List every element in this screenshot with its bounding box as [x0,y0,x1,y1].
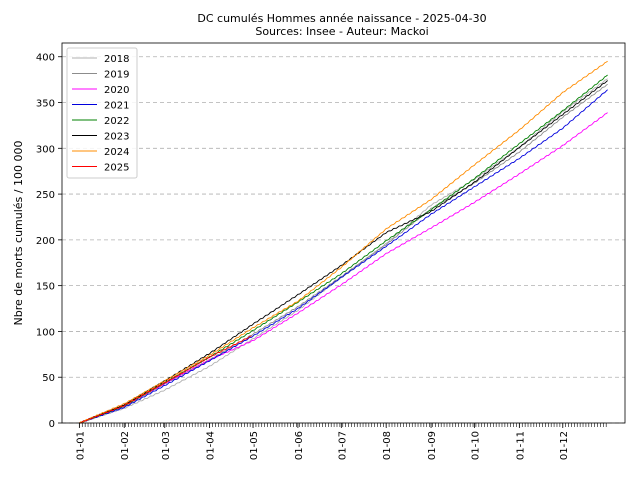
grid-lines [62,56,625,424]
x-tick-label: 01-12 [559,431,570,460]
series-line-2020 [79,112,608,424]
series-line-2024 [79,60,608,424]
series-line-2021 [79,89,608,424]
series-line-2019 [79,83,608,424]
legend-label-2018: 2018 [104,54,129,65]
legend-box [66,47,138,179]
x-tick-label: 01-08 [382,431,393,460]
series-line-2023 [79,80,608,424]
y-tick-label: 400 [36,53,55,64]
y-tick-label: 250 [36,190,55,201]
y-tick-label: 350 [36,99,55,110]
y-tick-label: 100 [36,327,55,338]
series-line-2018 [79,78,608,424]
x-tick-label: 01-04 [206,431,217,460]
y-tick-label: 200 [36,236,55,247]
x-tick-label: 01-06 [294,431,305,460]
legend-label-2023: 2023 [104,132,129,143]
y-axis-label: Nbre de morts cumulés / 100 000 [12,141,25,326]
x-tick-label: 01-01 [75,431,86,460]
y-tick-label: 150 [36,282,55,293]
y-tick-label: 300 [36,144,55,155]
legend: 2018 2019 2020 2021 2022 2023 2024 2025 [66,47,138,179]
chart-title: DC cumulés Hommes année naissance - 2025… [197,12,486,25]
axes-group: 0 50 100 150 200 250 300 350 400 01-01 01-02 01-03 0… [36,42,626,460]
y-tick-label: 50 [42,373,55,384]
series-group [79,60,608,424]
legend-label-2021: 2021 [104,101,129,112]
series-line-2025 [79,335,252,424]
y-tick-label: 0 [49,419,55,430]
x-tick-label: 01-09 [427,431,438,460]
x-tick-label: 01-07 [337,431,348,460]
legend-label-2020: 2020 [104,85,129,96]
legend-label-2024: 2024 [104,147,129,158]
x-tick-label: 01-10 [470,431,481,460]
x-tick-label: 01-11 [515,431,526,460]
series-line-2022 [79,74,608,424]
legend-label-2025: 2025 [104,163,129,174]
chart-subtitle: Sources: Insee - Auteur: Mackoi [255,25,428,38]
legend-label-2019: 2019 [104,70,129,81]
x-tick-label: 01-05 [249,431,260,460]
plot-frame [61,42,626,424]
x-tick-label: 01-03 [161,431,172,460]
x-tick-label: 01-02 [120,431,131,460]
legend-label-2022: 2022 [104,116,129,127]
